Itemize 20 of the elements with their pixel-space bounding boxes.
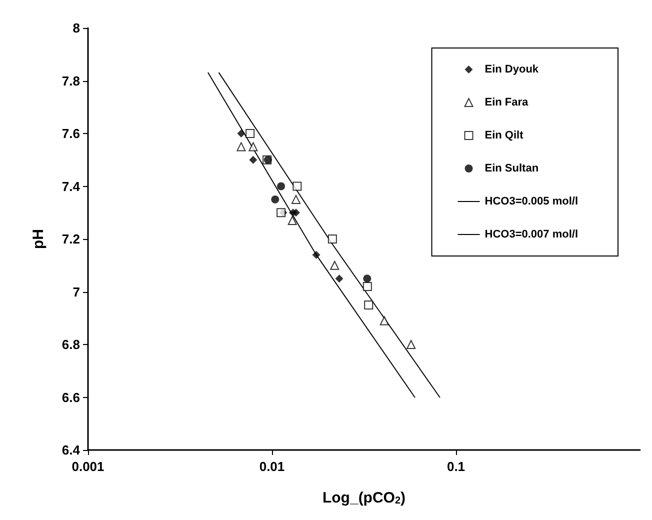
x-axis-title: Log_(pCO2) xyxy=(322,490,406,506)
x-tick-label: 0.1 xyxy=(446,459,466,474)
y-tick-label: 7 xyxy=(72,284,80,300)
legend-label: Ein Dyouk xyxy=(484,64,540,76)
y-tick-label: 6.8 xyxy=(62,337,80,352)
y-axis-title: pH xyxy=(30,229,47,249)
legend-label: HCO3=0.005 mol/l xyxy=(484,196,578,208)
legend-label: Ein Qilt xyxy=(484,130,524,142)
y-tick-label: 7.2 xyxy=(62,232,80,246)
y-tick-label: 7.4 xyxy=(62,178,81,194)
y-tick-label: 8 xyxy=(72,20,80,36)
legend-label: Ein Sultan xyxy=(484,162,539,174)
legend-label: Ein Fara xyxy=(484,96,530,108)
x-tick-label: 0.01 xyxy=(259,459,285,474)
y-tick-label: 7.6 xyxy=(62,126,80,141)
legend-label: HCO3=0.007 mol/l xyxy=(484,228,578,240)
y-tick-label: 6.4 xyxy=(62,442,81,458)
y-tick-label: 7.8 xyxy=(62,73,80,88)
y-tick-label: 6.6 xyxy=(62,390,80,405)
x-tick-label: 0.001 xyxy=(72,459,104,474)
